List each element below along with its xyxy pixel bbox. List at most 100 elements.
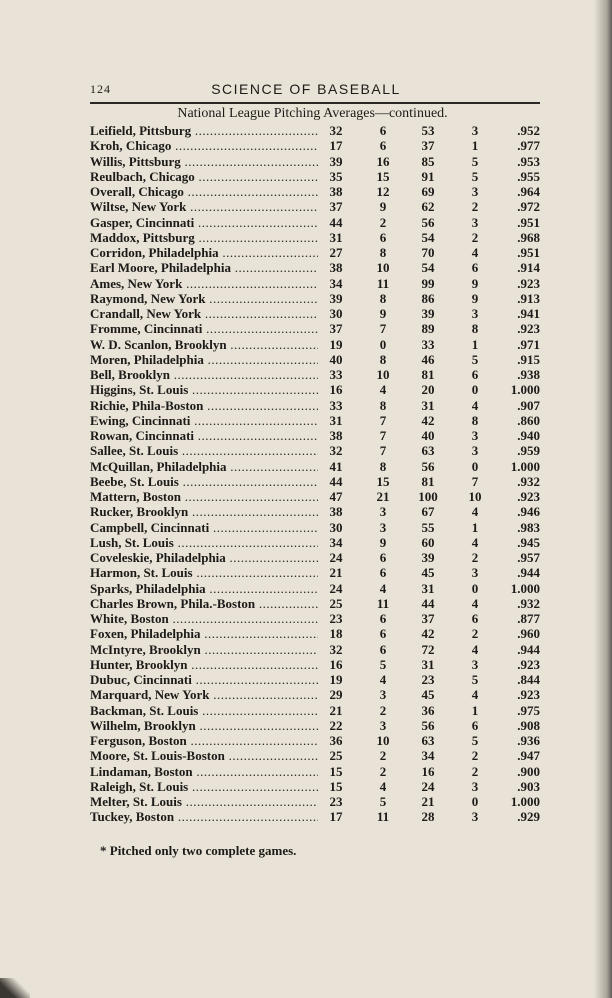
table-row: Reulbach, Chicago 35 15 91 5 .955 [90,169,550,184]
pitcher-name: Melter, St. Louis [90,794,318,809]
table-row: Ames, New York3411999.923 [90,276,550,291]
pitcher-name: Sallee, St. Louis [90,443,318,458]
average-value: .953 [517,153,540,169]
pitcher-name: Lush, St. Louis [90,535,318,550]
pitcher-name: Wiltse, New York [90,199,318,214]
col-1-value: 37 [329,199,343,215]
table-row: Coveleskie, Philadelphia 24 6 39 2 .957 [90,550,550,565]
pitcher-name: W. D. Scanlon, Brooklyn [90,337,318,352]
col-4-value: 4 [471,595,479,611]
table-row: Harmon, St. Louis 21 6 45 3 .944 [90,565,550,580]
pitcher-name: Corridon, Philadelphia [90,245,318,260]
col-4-value: 4 [471,641,479,657]
average-value: .938 [517,367,540,382]
pitcher-name: Willis, Pittsburg [90,154,318,169]
col-1-value: 15 [329,763,343,779]
col-3-value: 69 [421,184,435,199]
average-value: .952 [517,123,540,138]
pitcher-name: Raymond, New York [90,291,318,306]
col-1-value: 32 [329,123,343,138]
pitcher-name: Coveleskie, Philadelphia [90,550,318,565]
average-value: .923 [517,275,540,291]
pitcher-name: Charles Brown, Phila.-Boston [90,596,318,611]
col-3-value: 56 [421,214,435,230]
col-3-value: 36 [421,702,435,718]
col-1-value: 27 [329,245,343,260]
pitcher-name: Fromme, Cincinnati [90,321,318,336]
col-3-value: 72 [421,641,435,657]
table-row: Campbell, Cincinnati 30 3 55 1 .983 [90,520,550,535]
average-value: .932 [517,595,540,611]
col-4-value: 3 [471,809,479,825]
col-1-value: 44 [329,214,343,230]
col-3-value: 20 [421,382,435,398]
col-1-value: 25 [329,748,343,764]
col-4-value: 0 [471,458,479,474]
pitcher-name: Ferguson, Boston [90,733,318,748]
col-1-value: 17 [329,809,343,825]
col-2-value: 7 [379,321,387,337]
col-2-value: 0 [379,336,387,352]
col-1-value: 44 [329,473,343,489]
col-4-value: 4 [471,687,479,703]
header-rule [90,102,540,104]
col-2-value: 5 [379,794,387,809]
col-1-value: 33 [329,397,343,413]
table-row: McIntyre, Brooklyn 32 6 72 4 .944 [90,642,550,657]
col-2-value: 6 [379,626,387,642]
col-1-value: 21 [329,565,343,581]
col-4-value: 3 [471,214,479,230]
table-row: W. D. Scanlon, Brooklyn 19 0 33 1 .971 [90,337,550,352]
table-row: Foxen, Philadelphia 18 6 42 2 .960 [90,626,550,641]
running-head: SCIENCE OF BASEBALL [211,81,401,97]
col-2-value: 4 [379,382,387,398]
col-2-value: 9 [379,199,387,215]
col-3-value: 45 [421,687,435,703]
col-4-value: 1 [471,138,479,154]
average-value: .915 [517,351,540,367]
col-3-value: 16 [421,763,435,779]
table-row: Ferguson, Boston 36 10 63 5 .936 [90,733,550,748]
average-value: .929 [517,809,540,825]
pitcher-name: Earl Moore, Philadelphia [90,260,318,275]
table-row: Sparks, Philadelphia 24 4 31 0 1.000 [90,581,550,596]
average-value: .936 [517,733,540,748]
col-4-value: 4 [471,534,479,550]
col-2-value: 4 [379,672,387,687]
col-3-value: 81 [421,473,435,489]
average-value: .957 [517,550,540,565]
col-1-value: 34 [329,275,343,291]
average-value: 1.000 [510,580,540,596]
col-1-value: 33 [329,367,343,382]
col-4-value: 1 [471,702,479,718]
table-row: Kroh, Chicago 17 6 37 1 .977 [90,138,550,153]
col-2-value: 11 [376,809,390,825]
col-4-value: 2 [471,229,479,245]
pitcher-name: Gasper, Cincinnati [90,215,318,230]
pitcher-name: Overall, Chicago [90,184,318,199]
col-2-value: 8 [379,245,387,260]
col-3-value: 53 [421,123,435,138]
col-1-value: 30 [329,306,343,321]
col-1-value: 40 [329,351,343,367]
col-4-value: 6 [471,260,479,276]
col-4-value: 4 [471,245,479,260]
col-4-value: 3 [471,443,479,459]
average-value: .860 [517,412,540,428]
table-row: Crandall, New York 30 9 39 3 .941 [90,306,550,321]
pitcher-name: Rucker, Brooklyn [90,504,318,519]
average-value: .941 [517,306,540,321]
pitcher-name: Wilhelm, Brooklyn [90,718,318,733]
table-row: Bell, Brooklyn 33 10 81 6 .938 [90,367,550,382]
col-4-value: 8 [471,412,479,428]
col-1-value: 38 [329,428,343,443]
table-row: Backman, St. Louis 21 2 36 1 .975 [90,703,550,718]
pitcher-name: Dubuc, Cincinnati [90,672,318,687]
col-4-value: 2 [471,748,479,764]
col-2-value: 2 [379,763,387,779]
average-value: .900 [517,763,540,779]
col-4-value: 1 [471,519,479,535]
average-value: .971 [517,336,540,352]
table-row: McQuillan, Philadelphia 41 8 56 0 1.000 [90,459,550,474]
